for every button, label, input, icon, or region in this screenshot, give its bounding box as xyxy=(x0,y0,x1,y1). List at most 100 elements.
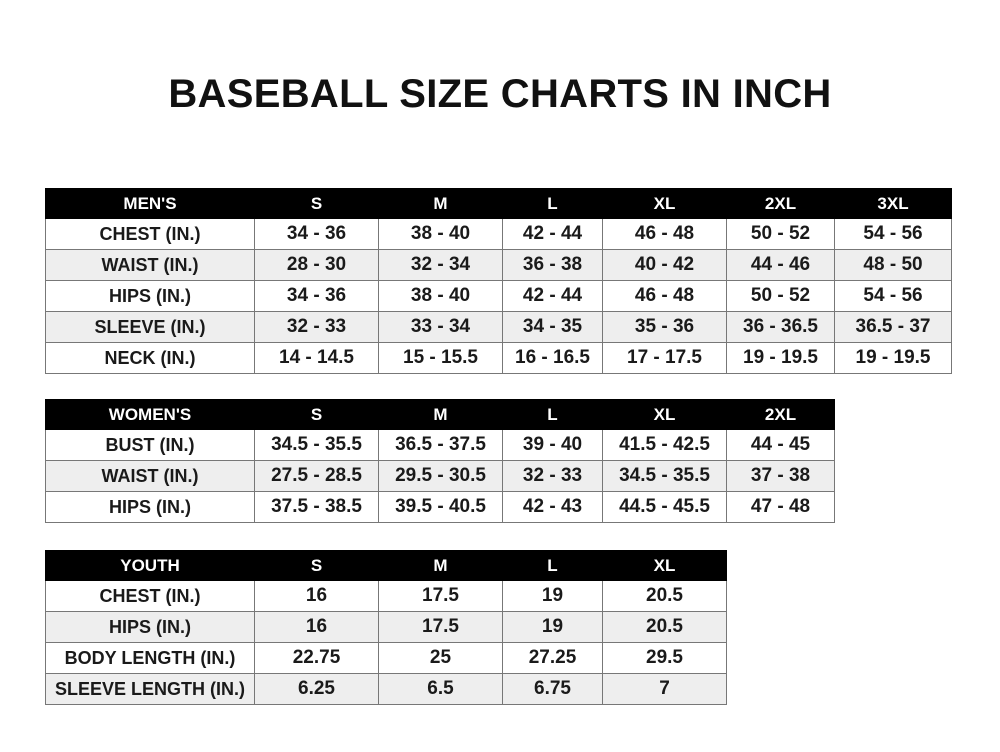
size-value: 36 - 36.5 xyxy=(726,311,835,343)
size-value: 34.5 - 35.5 xyxy=(254,429,379,461)
size-value: 6.75 xyxy=(502,673,603,705)
measurement-label: HIPS (IN.) xyxy=(45,491,255,523)
size-value: 6.25 xyxy=(254,673,379,705)
size-value: 16 - 16.5 xyxy=(502,342,603,374)
size-value: 19 xyxy=(502,611,603,643)
measurement-label: NECK (IN.) xyxy=(45,342,255,374)
measurement-label: BODY LENGTH (IN.) xyxy=(45,642,255,674)
size-value: 42 - 44 xyxy=(502,218,603,250)
size-value: 17.5 xyxy=(378,580,503,612)
womens-size-table: WOMEN'S S M L XL 2XL BUST (IN.) 34.5 - 35.5 36.5… xyxy=(45,399,835,523)
size-value: 29.5 xyxy=(602,642,727,674)
size-value: 50 - 52 xyxy=(726,218,835,250)
table-row: HIPS (IN.) 37.5 - 38.5 39.5 - 40.5 42 - 43 4… xyxy=(45,491,835,523)
mens-size-table: MEN'S S M L XL 2XL 3XL CHEST (IN.) 34 - 36 38 - 4… xyxy=(45,188,952,374)
header-row: MEN'S S M L XL 2XL 3XL xyxy=(45,188,952,219)
size-value: 36.5 - 37 xyxy=(834,311,952,343)
size-value: 19 - 19.5 xyxy=(834,342,952,374)
measurement-label: CHEST (IN.) xyxy=(45,580,255,612)
size-value: 35 - 36 xyxy=(602,311,727,343)
size-header: S xyxy=(254,550,379,581)
size-value: 14 - 14.5 xyxy=(254,342,379,374)
size-value: 38 - 40 xyxy=(378,218,503,250)
size-header: M xyxy=(378,188,503,219)
size-value: 15 - 15.5 xyxy=(378,342,503,374)
size-value: 34 - 36 xyxy=(254,280,379,312)
size-value: 17.5 xyxy=(378,611,503,643)
table-row: CHEST (IN.) 16 17.5 19 20.5 xyxy=(45,580,727,612)
size-value: 19 xyxy=(502,580,603,612)
size-value: 38 - 40 xyxy=(378,280,503,312)
size-value: 17 - 17.5 xyxy=(602,342,727,374)
size-value: 20.5 xyxy=(602,580,727,612)
table-row: SLEEVE (IN.) 32 - 33 33 - 34 34 - 35 35 - 36… xyxy=(45,311,952,343)
size-header: L xyxy=(502,188,603,219)
size-value: 54 - 56 xyxy=(834,218,952,250)
size-value: 32 - 34 xyxy=(378,249,503,281)
size-value: 33 - 34 xyxy=(378,311,503,343)
size-value: 34 - 36 xyxy=(254,218,379,250)
measurement-label: WAIST (IN.) xyxy=(45,249,255,281)
size-value: 47 - 48 xyxy=(726,491,835,523)
size-value: 39 - 40 xyxy=(502,429,603,461)
table-row: HIPS (IN.) 34 - 36 38 - 40 42 - 44 46 - 48 50… xyxy=(45,280,952,312)
size-value: 50 - 52 xyxy=(726,280,835,312)
size-value: 20.5 xyxy=(602,611,727,643)
measurement-label: CHEST (IN.) xyxy=(45,218,255,250)
size-value: 29.5 - 30.5 xyxy=(378,460,503,492)
measurement-label: HIPS (IN.) xyxy=(45,611,255,643)
size-value: 44.5 - 45.5 xyxy=(602,491,727,523)
size-value: 42 - 43 xyxy=(502,491,603,523)
size-value: 46 - 48 xyxy=(602,218,727,250)
size-value: 41.5 - 42.5 xyxy=(602,429,727,461)
size-value: 32 - 33 xyxy=(254,311,379,343)
size-value: 25 xyxy=(378,642,503,674)
header-row: WOMEN'S S M L XL 2XL xyxy=(45,399,835,430)
size-header: S xyxy=(254,188,379,219)
table-row: NECK (IN.) 14 - 14.5 15 - 15.5 16 - 16.5 17 … xyxy=(45,342,952,374)
header-row: YOUTH S M L XL xyxy=(45,550,727,581)
category-header: WOMEN'S xyxy=(45,399,255,430)
size-value: 37 - 38 xyxy=(726,460,835,492)
measurement-label: SLEEVE LENGTH (IN.) xyxy=(45,673,255,705)
page-title: BASEBALL SIZE CHARTS IN INCH xyxy=(168,72,832,116)
size-header: S xyxy=(254,399,379,430)
size-value: 27.5 - 28.5 xyxy=(254,460,379,492)
size-value: 16 xyxy=(254,611,379,643)
table-row: WAIST (IN.) 27.5 - 28.5 29.5 - 30.5 32 - 33… xyxy=(45,460,835,492)
size-header: 2XL xyxy=(726,188,835,219)
table-row: HIPS (IN.) 16 17.5 19 20.5 xyxy=(45,611,727,643)
size-header: L xyxy=(502,399,603,430)
size-value: 44 - 45 xyxy=(726,429,835,461)
size-value: 27.25 xyxy=(502,642,603,674)
size-value: 34.5 - 35.5 xyxy=(602,460,727,492)
size-value: 32 - 33 xyxy=(502,460,603,492)
measurement-label: WAIST (IN.) xyxy=(45,460,255,492)
measurement-label: BUST (IN.) xyxy=(45,429,255,461)
size-value: 7 xyxy=(602,673,727,705)
table-row: BUST (IN.) 34.5 - 35.5 36.5 - 37.5 39 - 40 4… xyxy=(45,429,835,461)
size-value: 40 - 42 xyxy=(602,249,727,281)
size-header: 2XL xyxy=(726,399,835,430)
size-value: 34 - 35 xyxy=(502,311,603,343)
size-header: 3XL xyxy=(834,188,952,219)
size-header: L xyxy=(502,550,603,581)
table-row: CHEST (IN.) 34 - 36 38 - 40 42 - 44 46 - 48 5… xyxy=(45,218,952,250)
size-value: 42 - 44 xyxy=(502,280,603,312)
size-value: 28 - 30 xyxy=(254,249,379,281)
size-header: XL xyxy=(602,188,727,219)
table-row: WAIST (IN.) 28 - 30 32 - 34 36 - 38 40 - 42 4… xyxy=(45,249,952,281)
size-value: 36.5 - 37.5 xyxy=(378,429,503,461)
size-value: 46 - 48 xyxy=(602,280,727,312)
table-row: SLEEVE LENGTH (IN.) 6.25 6.5 6.75 7 xyxy=(45,673,727,705)
size-value: 48 - 50 xyxy=(834,249,952,281)
measurement-label: SLEEVE (IN.) xyxy=(45,311,255,343)
size-value: 6.5 xyxy=(378,673,503,705)
category-header: MEN'S xyxy=(45,188,255,219)
size-value: 54 - 56 xyxy=(834,280,952,312)
size-header: M xyxy=(378,399,503,430)
size-value: 19 - 19.5 xyxy=(726,342,835,374)
size-value: 39.5 - 40.5 xyxy=(378,491,503,523)
size-value: 16 xyxy=(254,580,379,612)
category-header: YOUTH xyxy=(45,550,255,581)
